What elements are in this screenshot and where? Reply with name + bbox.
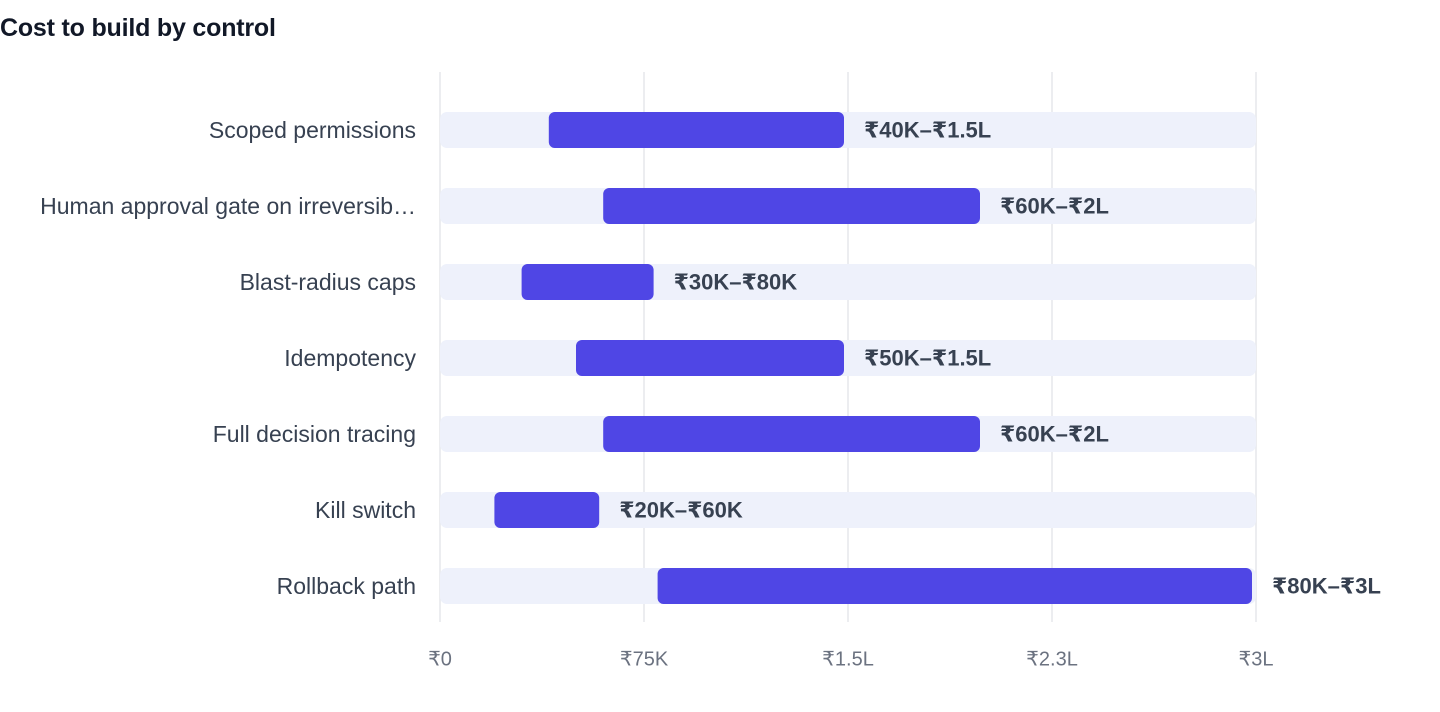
bar-track bbox=[440, 492, 1256, 528]
x-tick-label: ₹75K bbox=[620, 648, 669, 670]
value-labels: ₹40K–₹1.5L ₹60K–₹2L ₹30K–₹80K ₹50K–₹1.5L ₹60… bbox=[619, 118, 1381, 599]
value-label: ₹60K–₹2L bbox=[1000, 194, 1109, 219]
range-bar[interactable] bbox=[657, 568, 1252, 604]
category-label: Full decision tracing bbox=[213, 421, 416, 447]
range-bar[interactable] bbox=[521, 264, 654, 300]
value-label: ₹40K–₹1.5L bbox=[864, 118, 991, 143]
chart-title: Cost to build by control bbox=[0, 14, 276, 42]
category-label: Human approval gate on irreversib… bbox=[40, 193, 416, 219]
value-label: ₹50K–₹1.5L bbox=[864, 346, 991, 371]
category-label: Kill switch bbox=[315, 497, 416, 523]
category-label: Blast-radius caps bbox=[240, 269, 416, 295]
x-tick-label: ₹3L bbox=[1239, 648, 1274, 670]
bar-track bbox=[440, 340, 1256, 376]
range-bar[interactable] bbox=[603, 188, 980, 224]
category-label: Scoped permissions bbox=[209, 117, 416, 143]
category-label: Idempotency bbox=[284, 345, 416, 371]
value-label: ₹30K–₹80K bbox=[674, 270, 798, 295]
value-label: ₹80K–₹3L bbox=[1272, 574, 1381, 599]
x-tick-label: ₹1.5L bbox=[822, 648, 874, 670]
category-label: Rollback path bbox=[277, 573, 416, 599]
range-bar[interactable] bbox=[603, 416, 980, 452]
range-bars bbox=[494, 112, 1252, 604]
category-labels: Scoped permissions Human approval gate on… bbox=[40, 117, 416, 599]
value-label: ₹60K–₹2L bbox=[1000, 422, 1109, 447]
value-label: ₹20K–₹60K bbox=[619, 498, 743, 523]
range-bar[interactable] bbox=[494, 492, 600, 528]
range-bar[interactable] bbox=[548, 112, 844, 148]
x-tick-label: ₹2.3L bbox=[1026, 648, 1078, 670]
range-bar[interactable] bbox=[576, 340, 844, 376]
x-axis-ticks: ₹0 ₹75K ₹1.5L ₹2.3L ₹3L bbox=[428, 648, 1273, 670]
x-tick-label: ₹0 bbox=[428, 648, 452, 670]
